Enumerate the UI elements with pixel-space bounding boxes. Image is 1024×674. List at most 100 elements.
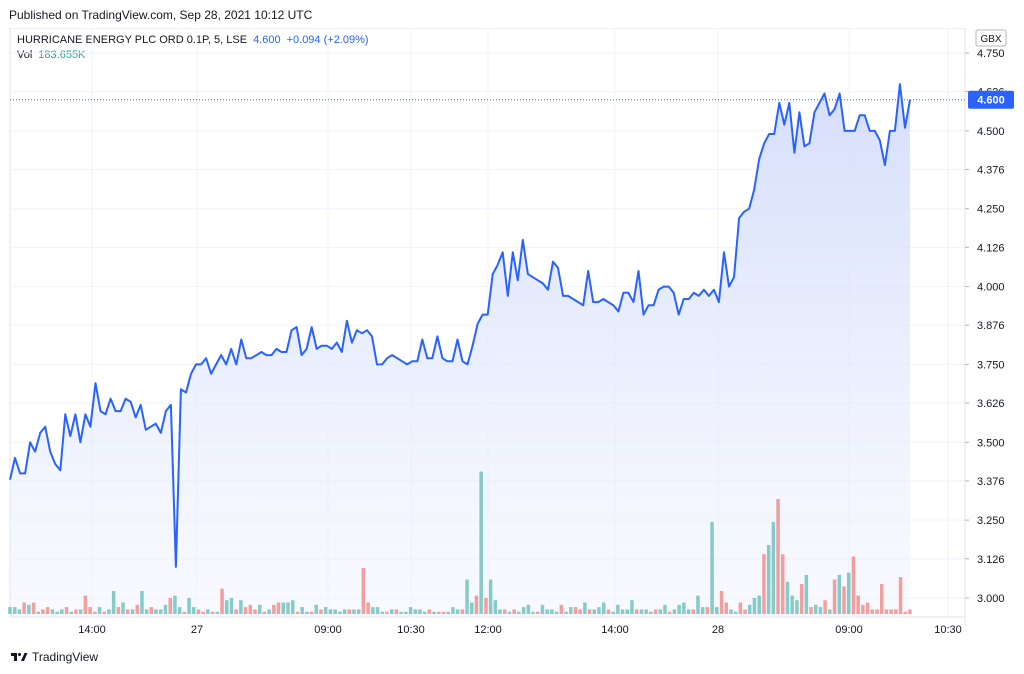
volume-bar (748, 604, 752, 614)
volume-bar (498, 609, 502, 614)
volume-bar (78, 609, 83, 614)
volume-bar (851, 556, 856, 614)
volume-bar (201, 611, 205, 614)
volume-bar (262, 611, 267, 614)
volume-bar (220, 588, 224, 614)
volume-bar (305, 611, 309, 614)
volume-bar (710, 522, 714, 614)
x-tick-label: 27 (191, 624, 203, 636)
volume-bar (60, 609, 64, 614)
volume-bar (578, 609, 582, 614)
currency-box (975, 29, 1007, 47)
x-tick-label: 10:30 (934, 624, 962, 636)
volume-bar (380, 611, 384, 614)
volume-bar (507, 611, 512, 614)
volume-bar (658, 609, 662, 614)
volume-bar (536, 611, 540, 614)
volume-bar (781, 554, 785, 614)
volume-bar (540, 604, 545, 614)
axes: 4.7504.6264.5004.3764.2504.1264.0003.876… (10, 29, 1014, 636)
volume-bar (83, 595, 88, 614)
header: Published on TradingView.com, Sep 28, 20… (0, 0, 1024, 28)
volume-bar (93, 611, 97, 614)
volume-bar (620, 609, 625, 614)
volume-bar (818, 607, 823, 614)
volume-bar (856, 595, 860, 614)
volume-bar (225, 600, 229, 614)
volume-bar (352, 609, 356, 614)
y-tick-label: 3.126 (977, 554, 1005, 566)
footer-brand[interactable]: TradingView (32, 650, 99, 664)
volume-bar (602, 602, 606, 614)
price-chart[interactable]: 4.7504.6264.5004.3764.2504.1264.0003.876… (0, 28, 1024, 648)
volume-bar (229, 597, 234, 614)
volume-bar (243, 607, 248, 614)
volume-bar (31, 602, 36, 614)
volume-bar (168, 597, 172, 614)
volume-legend: Vol 183.655K (17, 49, 85, 61)
volume-bar (837, 574, 842, 614)
volume-bar (177, 607, 182, 614)
volume-bar (757, 595, 761, 614)
volume-bar (488, 579, 493, 614)
volume-bar (870, 609, 874, 614)
volume-bar (286, 602, 290, 614)
volume-bar (173, 595, 177, 614)
volume-bar (554, 611, 559, 614)
volume-bar (455, 609, 460, 614)
published-text: Published on TradingView.com, Sep 28, 20… (9, 8, 313, 22)
volume-bar (908, 609, 912, 614)
volume-bar (880, 584, 884, 614)
volume-bar (691, 609, 695, 614)
volume-bar (894, 609, 898, 614)
volume-bar (550, 609, 554, 614)
volume-bar (705, 607, 710, 614)
volume-bar (88, 607, 92, 614)
volume-bar (766, 545, 771, 614)
volume-bar (573, 607, 578, 614)
volume-bar (903, 611, 907, 614)
volume-bar (126, 609, 130, 614)
volume-bar (583, 602, 587, 614)
volume-bar (616, 604, 620, 614)
y-tick-label: 3.000 (977, 593, 1005, 605)
symbol-legend: HURRICANE ENERGY PLC ORD 0.1P, 5, LSE 4.6… (17, 34, 369, 46)
volume-bar (50, 609, 55, 614)
volume-bar (465, 579, 469, 614)
volume-bar (639, 609, 644, 614)
y-tick-label: 4.500 (977, 126, 1005, 138)
volume-bar (729, 609, 733, 614)
volume-bar (427, 609, 432, 614)
volume-bar (276, 602, 281, 614)
volume-bar (790, 595, 794, 614)
volume-bar (667, 611, 672, 614)
symbol-name[interactable]: HURRICANE ENERGY PLC ORD 0.1P, 5, LSE (17, 34, 248, 46)
volume-bar (154, 609, 158, 614)
volume-bar (653, 609, 658, 614)
volume-bar (272, 604, 276, 614)
volume-label[interactable]: Vol (17, 49, 33, 61)
volume-bar (559, 604, 564, 614)
volume-bar (814, 604, 818, 614)
volume-bar (795, 600, 799, 614)
volume-bar (413, 609, 417, 614)
volume-bar (239, 600, 243, 614)
volume-bar (875, 609, 879, 614)
tradingview-logo-icon[interactable] (10, 651, 28, 663)
volume-bar (371, 607, 375, 614)
volume-bar (889, 609, 893, 614)
last-price: 4.600 (253, 34, 281, 46)
y-tick-label: 4.250 (977, 204, 1005, 216)
volume-bar (314, 604, 318, 614)
y-tick-label: 3.876 (977, 320, 1005, 332)
x-tick-label: 10:30 (397, 624, 425, 636)
volume-bar (432, 611, 436, 614)
volume-bar (649, 611, 653, 614)
x-tick-label: 12:00 (474, 624, 502, 636)
volume-bar (69, 611, 73, 614)
y-tick-label: 3.750 (977, 359, 1005, 371)
volume-bar (686, 609, 691, 614)
volume-bar (267, 609, 271, 614)
x-tick-label: 28 (712, 624, 724, 636)
y-tick-label: 3.250 (977, 515, 1005, 527)
